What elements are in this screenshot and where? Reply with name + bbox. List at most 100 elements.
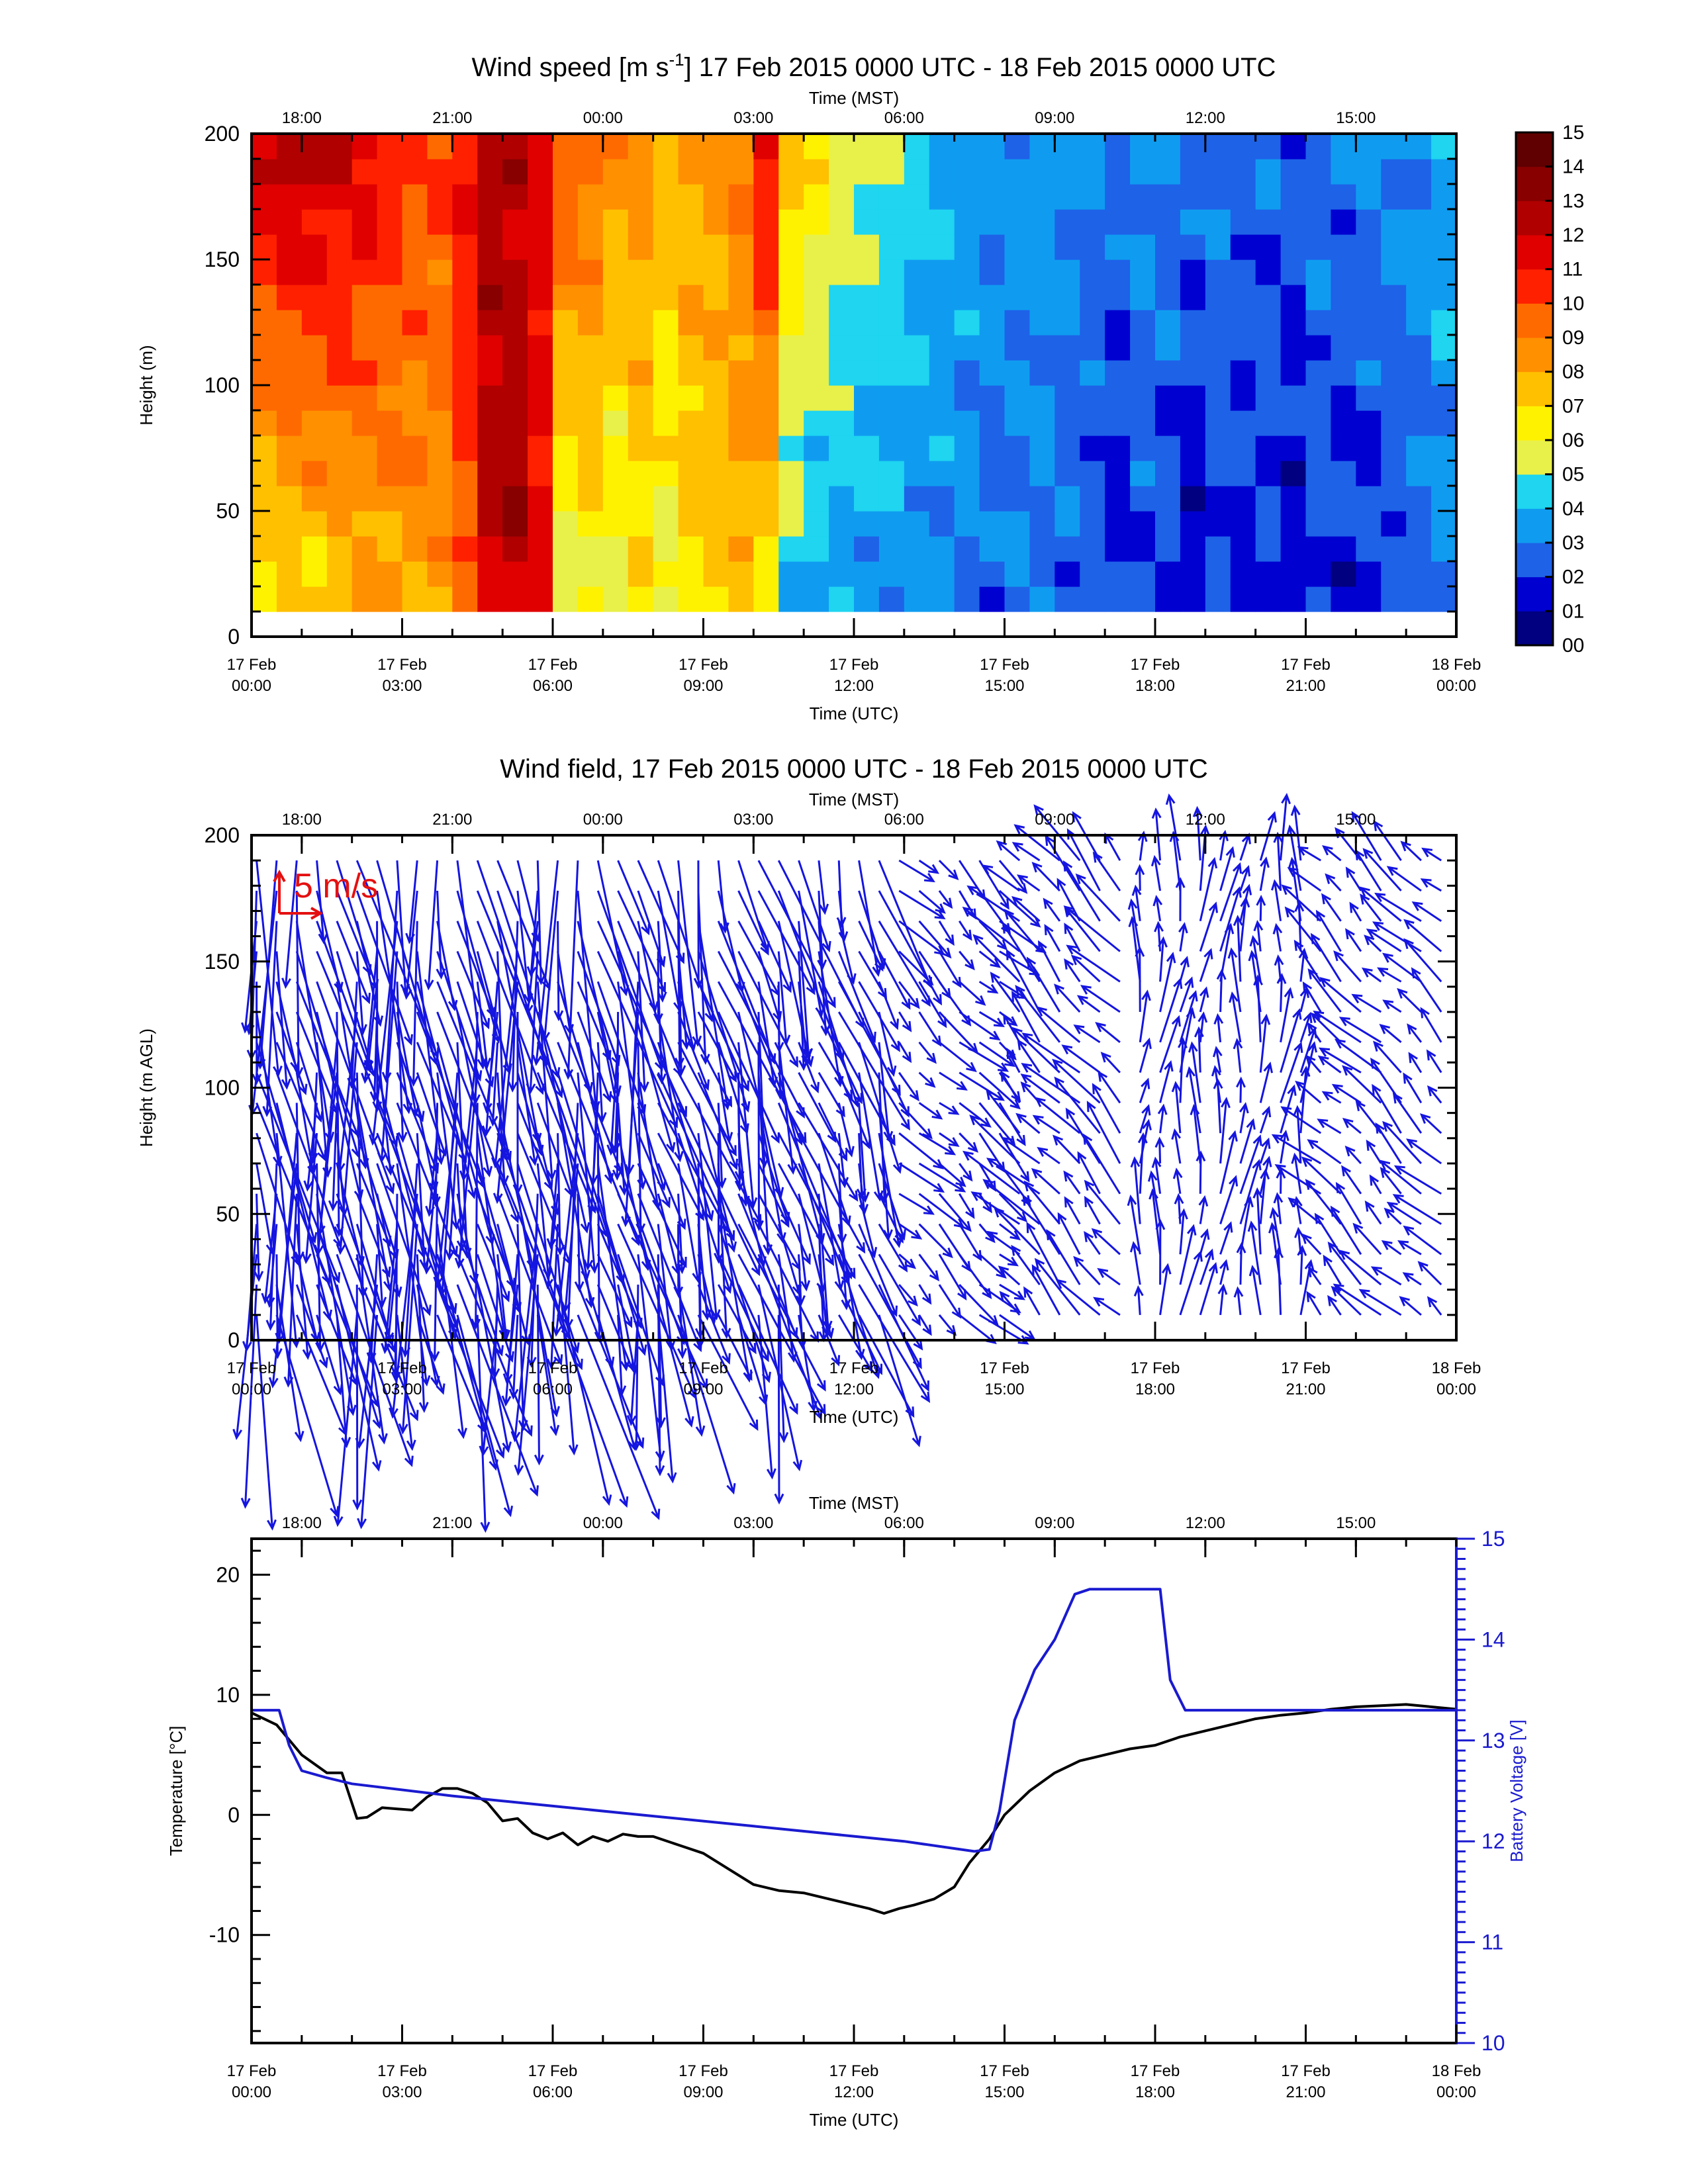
colorbar-swatch xyxy=(1516,576,1553,612)
heatmap-cell xyxy=(1280,435,1307,461)
heatmap-cell xyxy=(1381,461,1407,486)
heatmap-cell xyxy=(854,209,880,235)
x2-tick-label: 06:00 xyxy=(884,1514,924,1532)
wind-vector xyxy=(336,1314,352,1449)
wind-vector xyxy=(1392,1194,1442,1225)
heatmap-cell xyxy=(1230,486,1256,512)
wind-vector xyxy=(631,1285,641,1451)
heatmap-cell xyxy=(1080,159,1105,185)
wind-vector xyxy=(918,1162,966,1193)
wind-vector xyxy=(918,1132,957,1156)
wind-vector xyxy=(898,1071,919,1102)
heatmap-cell xyxy=(1381,310,1407,336)
heatmap-cell xyxy=(452,385,478,411)
heatmap-cell xyxy=(1356,461,1382,486)
wind-vector xyxy=(577,1224,595,1308)
heatmap-cell xyxy=(577,410,604,436)
wind-vector xyxy=(1354,849,1382,891)
wind-vector xyxy=(1256,894,1266,921)
heatmap-cell xyxy=(653,435,679,461)
wind-vector xyxy=(1135,864,1145,891)
heatmap-cell xyxy=(904,209,930,235)
wind-vector xyxy=(982,864,1021,892)
heatmap-cell xyxy=(1280,360,1307,386)
wind-vector xyxy=(1198,1195,1209,1224)
wind-vector xyxy=(717,1072,733,1144)
heatmap-cell xyxy=(678,310,704,336)
heatmap-cell xyxy=(778,461,804,486)
wind-vector xyxy=(456,981,494,1088)
heatmap-cell xyxy=(528,335,553,361)
wind-vector xyxy=(798,860,831,953)
wind-vector xyxy=(1154,1136,1165,1163)
heatmap-cell xyxy=(502,461,528,486)
heatmap-cell xyxy=(427,511,453,537)
heatmap-cell xyxy=(352,561,378,587)
heatmap-cell xyxy=(804,234,829,260)
heatmap-cell xyxy=(602,335,629,361)
heatmap-cell xyxy=(728,536,754,562)
wind-vector xyxy=(1344,1146,1362,1164)
wind-vector xyxy=(938,860,959,880)
wind-vector xyxy=(1259,1105,1272,1134)
heatmap-cell xyxy=(1230,561,1256,587)
heatmap-cell xyxy=(276,310,303,336)
heatmap-cell xyxy=(252,335,277,361)
wind-vector xyxy=(596,1042,607,1124)
heatmap-cell xyxy=(678,511,704,537)
wind-vector xyxy=(918,981,947,1028)
wind-vector xyxy=(798,1102,859,1202)
wind-vector xyxy=(1093,1297,1121,1316)
heatmap-cell xyxy=(1406,310,1432,336)
heatmap-cell xyxy=(1406,536,1432,562)
heatmap-cell xyxy=(577,435,604,461)
heatmap-cell xyxy=(1080,335,1105,361)
wind-vector xyxy=(1045,835,1081,891)
wind-vector xyxy=(1011,990,1041,1043)
heatmap-cell xyxy=(979,536,1006,562)
heatmap-cell xyxy=(628,335,654,361)
wind-vector xyxy=(1374,892,1422,922)
x2-tick-label: 06:00 xyxy=(884,811,924,829)
heatmap-cell xyxy=(1356,184,1382,210)
heatmap-cell xyxy=(553,586,579,612)
heatmap-cell xyxy=(1130,310,1156,336)
wind-vector xyxy=(1383,1207,1402,1225)
wind-vector xyxy=(1199,1261,1218,1316)
wind-vector xyxy=(1352,1222,1382,1255)
heatmap-cell xyxy=(276,184,303,210)
heatmap-cell xyxy=(1381,360,1407,386)
heatmap-cell xyxy=(377,536,403,562)
wind-vector xyxy=(637,1224,694,1428)
heatmap-cell xyxy=(878,536,905,562)
heatmap-cell xyxy=(1331,259,1356,285)
x-tick-label-day: 17 Feb xyxy=(528,656,578,674)
wind-vector xyxy=(797,1284,808,1350)
heatmap-cell xyxy=(1280,134,1307,159)
heatmap-cell xyxy=(577,586,604,612)
colorbar-label: 14 xyxy=(1562,156,1584,178)
heatmap-cell xyxy=(628,536,654,562)
heatmap-cell xyxy=(1004,310,1031,336)
heatmap-cell xyxy=(553,385,579,411)
wind-vector xyxy=(1330,1205,1362,1255)
colorbar-label: 09 xyxy=(1562,327,1584,349)
heatmap-cell xyxy=(427,184,453,210)
wind-vector xyxy=(676,890,686,1077)
wind-vector xyxy=(1297,1244,1307,1285)
heatmap-cell xyxy=(1255,209,1282,235)
wind-vector xyxy=(1361,967,1382,983)
heatmap-cell xyxy=(528,586,553,612)
heatmap-cell xyxy=(753,184,779,210)
wind-vector xyxy=(1239,884,1252,922)
wind-vector xyxy=(878,1314,921,1447)
heatmap-cell xyxy=(1205,310,1231,336)
heatmap-cell xyxy=(452,586,478,612)
heatmap-cell xyxy=(452,159,478,185)
heatmap-cell xyxy=(954,159,980,185)
heatmap-cell xyxy=(804,134,829,159)
heatmap-cell xyxy=(1080,385,1105,411)
wind-vector xyxy=(796,1254,806,1306)
wind-vector xyxy=(1219,1097,1231,1164)
